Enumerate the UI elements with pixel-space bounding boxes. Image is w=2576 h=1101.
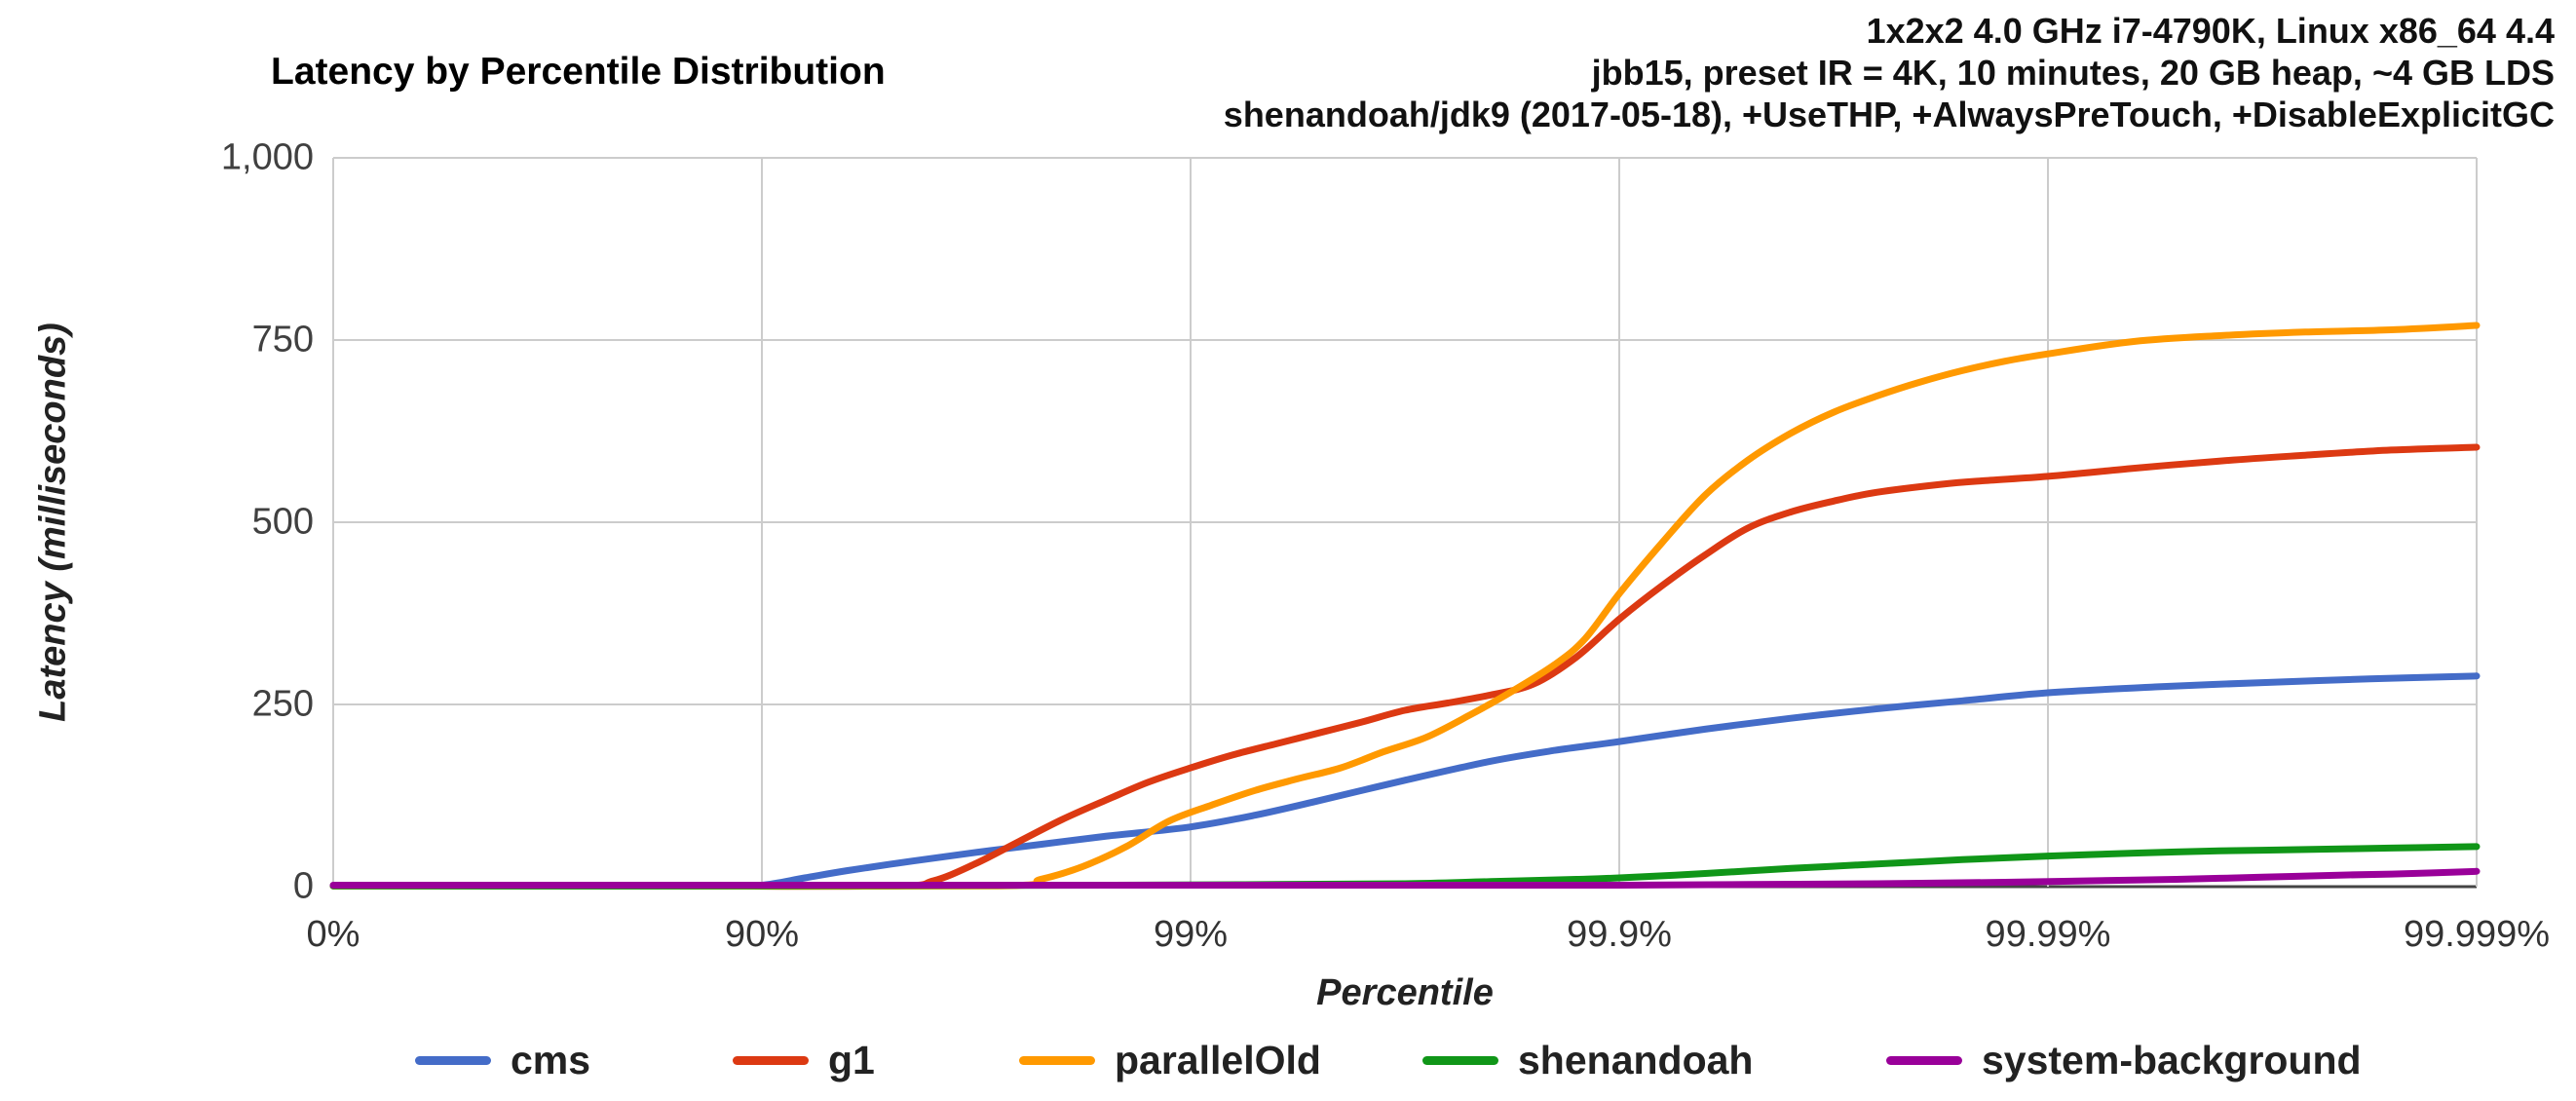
- y-tick-label: 500: [251, 501, 314, 543]
- header-annotation: 1x2x2 4.0 GHz i7-4790K, Linux x86_64 4.4…: [1224, 10, 2555, 135]
- page-title: Latency by Percentile Distribution: [271, 51, 886, 93]
- legend-label: cms: [511, 1037, 591, 1082]
- series-line-system-background: [329, 867, 2481, 890]
- legend-swatch-parallelOld: [1019, 1055, 1095, 1065]
- header-line-benchmark: jbb15, preset IR = 4K, 10 minutes, 20 GB…: [1591, 53, 2555, 93]
- x-axis-title: Percentile: [1316, 972, 1494, 1013]
- x-tick-label: 99.9%: [1567, 914, 1672, 955]
- y-tick-label: 1,000: [220, 136, 314, 178]
- series-line-parallelOld: [329, 322, 2481, 891]
- series-line-g1: [329, 443, 2481, 891]
- legend-swatch-g1: [733, 1055, 809, 1065]
- header-line-jvm: shenandoah/jdk9 (2017-05-18), +UseTHP, +…: [1223, 95, 2555, 134]
- legend-label: system-background: [1982, 1037, 2362, 1082]
- y-tick-label: 250: [251, 683, 314, 725]
- x-tick-label: 99%: [1153, 914, 1229, 955]
- legend-label: g1: [828, 1037, 875, 1082]
- legend-swatch-shenandoah: [1422, 1055, 1498, 1065]
- x-tick-label: 90%: [724, 914, 800, 955]
- legend-item-g1: g1: [733, 1035, 875, 1085]
- x-tick-label: 99.99%: [1985, 914, 2111, 955]
- header-line-hardware: 1x2x2 4.0 GHz i7-4790K, Linux x86_64 4.4: [1866, 11, 2555, 51]
- legend-swatch-cms: [415, 1055, 491, 1065]
- x-tick-label: 99.999%: [2403, 914, 2551, 955]
- y-tick-label: 0: [292, 865, 314, 907]
- legend-item-shenandoah: shenandoah: [1422, 1035, 1753, 1085]
- legend-label: shenandoah: [1518, 1037, 1754, 1082]
- legend: cms g1 parallelOld shenandoah system-backgro…: [0, 1035, 2576, 1085]
- series-line-cms: [329, 672, 2481, 890]
- y-tick-label: 750: [251, 319, 314, 361]
- y-axis-title: Latency (milliseconds): [32, 323, 74, 722]
- legend-swatch-system-background: [1886, 1055, 1962, 1065]
- legend-label: parallelOld: [1115, 1037, 1321, 1082]
- legend-item-parallelOld: parallelOld: [1019, 1035, 1321, 1085]
- x-tick-label: 0%: [306, 914, 360, 955]
- legend-item-system-background: system-background: [1886, 1035, 2362, 1085]
- legend-item-cms: cms: [415, 1035, 590, 1085]
